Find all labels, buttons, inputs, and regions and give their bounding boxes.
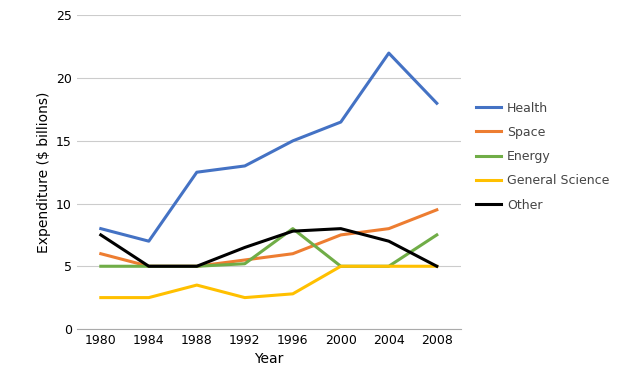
Space [289, 252, 296, 256]
Y-axis label: Expenditure ($ billions): Expenditure ($ billions) [36, 92, 51, 253]
General Science [337, 264, 344, 269]
Energy [145, 264, 152, 269]
X-axis label: Year: Year [254, 353, 284, 366]
Line: Other: Other [100, 229, 436, 266]
Energy [385, 264, 392, 269]
Space [97, 252, 104, 256]
General Science [193, 283, 200, 288]
Line: Health: Health [100, 53, 436, 241]
Space [241, 258, 248, 262]
Other [385, 239, 392, 243]
Energy [97, 264, 104, 269]
Space [337, 233, 344, 237]
Line: Energy: Energy [100, 229, 436, 266]
Other [289, 229, 296, 233]
Energy [337, 264, 344, 269]
Health [97, 226, 104, 231]
Other [337, 226, 344, 231]
Other [433, 264, 440, 269]
Energy [289, 226, 296, 231]
Space [433, 207, 440, 212]
General Science [385, 264, 392, 269]
Line: General Science: General Science [100, 266, 436, 298]
Health [337, 120, 344, 124]
Other [145, 264, 152, 269]
Health [145, 239, 152, 243]
Health [241, 164, 248, 168]
Space [193, 264, 200, 269]
Energy [193, 264, 200, 269]
Other [97, 233, 104, 237]
Space [385, 226, 392, 231]
Energy [241, 262, 248, 266]
General Science [289, 291, 296, 296]
Legend: Health, Space, Energy, General Science, Other: Health, Space, Energy, General Science, … [471, 96, 614, 217]
Health [193, 170, 200, 175]
General Science [241, 295, 248, 300]
Health [289, 139, 296, 143]
General Science [145, 295, 152, 300]
Health [385, 51, 392, 55]
General Science [97, 295, 104, 300]
Other [241, 245, 248, 250]
Line: Space: Space [100, 210, 436, 266]
Other [193, 264, 200, 269]
Space [145, 264, 152, 269]
Energy [433, 233, 440, 237]
Health [433, 101, 440, 106]
General Science [433, 264, 440, 269]
